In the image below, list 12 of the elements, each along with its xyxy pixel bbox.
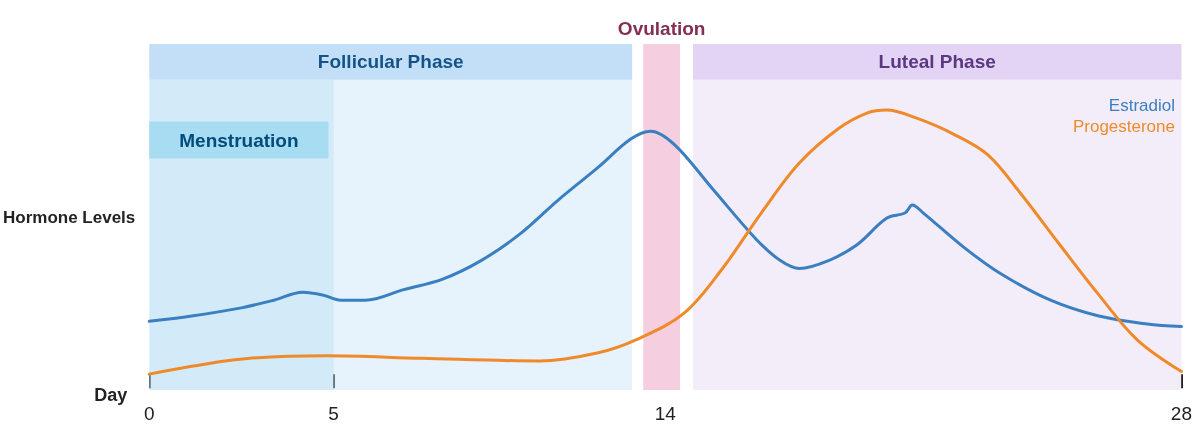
text: Progesterone [1072, 117, 1175, 136]
band-label: Follicular Phase [317, 51, 464, 73]
band-label: Ovulation [617, 18, 706, 39]
y-axis-title: Hormone Levels [3, 207, 136, 227]
text: Estradiol [1108, 96, 1175, 115]
band-label: Luteal Phase [878, 51, 996, 73]
x-axis-title: Day [94, 385, 128, 406]
x-tick-label: 0 [143, 403, 155, 424]
x-tick-label: 14 [654, 403, 677, 424]
x-tick-label: 5 [328, 403, 339, 424]
band-label: Menstruation [179, 129, 299, 151]
x-tick-label: 28 [1170, 403, 1192, 424]
